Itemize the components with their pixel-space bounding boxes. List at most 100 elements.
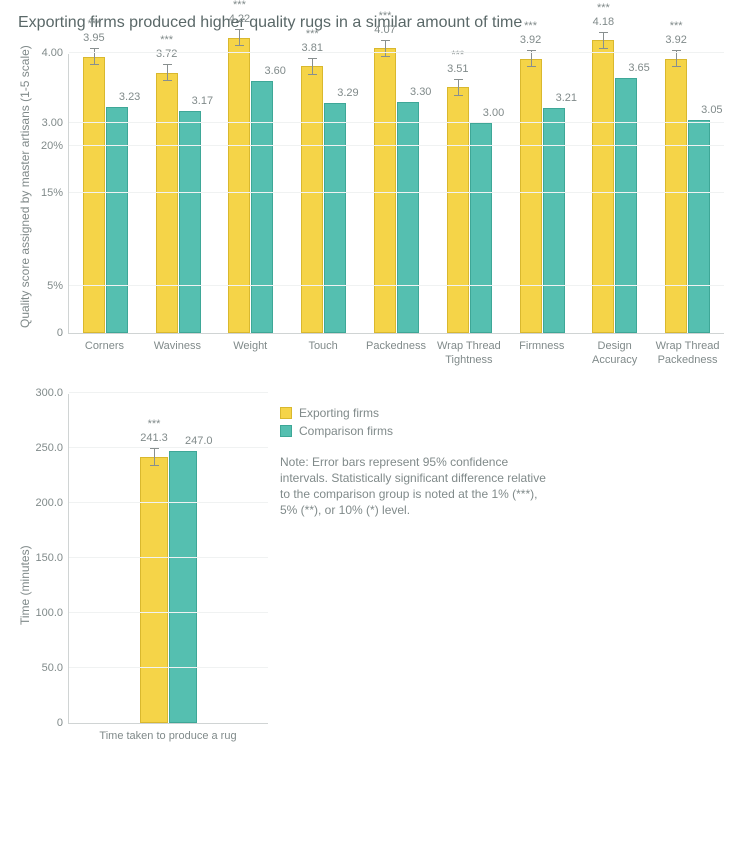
bar-group: ***4.073.30	[360, 54, 433, 333]
ytick: 250.0	[35, 442, 69, 454]
value-label-comparison: 3.65	[628, 62, 649, 74]
xlabel: Wrap Thread Tightness	[432, 340, 505, 368]
bar-exporting	[665, 59, 687, 333]
value-label-comparison: 3.60	[264, 65, 285, 77]
error-bar	[94, 48, 95, 65]
bar-group: *** 241.3 247.0	[69, 394, 268, 723]
bar-comparison	[251, 81, 273, 333]
value-label-comparison: 3.05	[701, 104, 722, 116]
bar-group: ***3.723.17	[142, 54, 215, 333]
significance-marker: ***	[87, 18, 100, 30]
xlabel: Time taken to produce a rug	[68, 730, 268, 744]
value-label-exporting: 3.92	[520, 34, 541, 46]
time-chart-xlabels: Time taken to produce a rug	[68, 730, 268, 744]
significance-marker: ***	[379, 10, 392, 22]
significance-marker: ***	[451, 49, 464, 61]
value-label-exporting: 4.18	[593, 16, 614, 28]
bar-comparison	[106, 107, 128, 333]
quality-chart-xlabels: CornersWavinessWeightTouchPackednessWrap…	[68, 340, 724, 368]
value-label-comparison: 3.29	[337, 87, 358, 99]
quality-chart-plot: ***3.953.23***3.723.17***4.223.60***3.81…	[68, 54, 724, 334]
bar-group: ***4.223.60	[215, 54, 288, 333]
error-bar	[239, 29, 240, 46]
xlabel: Waviness	[141, 340, 214, 368]
ytick: 3.00	[42, 117, 69, 129]
legend-label-exporting: Exporting firms	[299, 406, 379, 420]
chart-note: Note: Error bars represent 95% confidenc…	[280, 454, 550, 519]
ytick: 150.0	[35, 552, 69, 564]
ytick: 50.0	[42, 662, 69, 674]
bar-group: ***3.953.23	[69, 54, 142, 333]
error-bar	[385, 40, 386, 57]
value-label-comparison: 247.0	[185, 435, 213, 447]
legend-swatch-exporting	[280, 407, 292, 419]
ytick: 200.0	[35, 497, 69, 509]
xlabel: Corners	[68, 340, 141, 368]
error-bar	[312, 58, 313, 75]
value-label-comparison: 3.30	[410, 86, 431, 98]
legend-exporting: Exporting firms	[280, 406, 550, 420]
significance-marker: ***	[148, 418, 161, 430]
ytick: 0	[57, 717, 69, 729]
significance-marker: ***	[306, 28, 319, 40]
time-chart-plot: ***241.3247.0 050.0100.0150.0200.0250.03…	[68, 394, 268, 724]
bar-exporting	[520, 59, 542, 333]
time-chart-ylabel: Time (minutes)	[18, 545, 32, 625]
bar-exporting	[140, 457, 168, 722]
error-bar	[167, 64, 168, 81]
xlabel: Design Accuracy	[578, 340, 651, 368]
xlabel: Touch	[287, 340, 360, 368]
value-label-exporting: 3.92	[665, 34, 686, 46]
bar-exporting	[228, 38, 250, 333]
bar-comparison	[470, 123, 492, 333]
bar-comparison	[324, 103, 346, 333]
ytick: 15%	[41, 187, 69, 199]
xlabel: Firmness	[505, 340, 578, 368]
value-label-comparison: 3.00	[483, 107, 504, 119]
error-bar	[603, 32, 604, 49]
value-label-comparison: 3.23	[119, 91, 140, 103]
error-bar	[458, 79, 459, 96]
quality-chart-ylabel: Quality score assigned by master artisan…	[18, 46, 32, 329]
significance-marker: ***	[160, 34, 173, 46]
value-label-exporting: 3.95	[83, 32, 104, 44]
bar-comparison	[543, 108, 565, 333]
value-label-exporting: 4.07	[374, 24, 395, 36]
ytick: 100.0	[35, 607, 69, 619]
bar-group: ***4.183.65	[578, 54, 651, 333]
bar-group: ***3.923.05	[651, 54, 724, 333]
value-label-exporting: 4.22	[229, 13, 250, 25]
error-bar	[154, 448, 155, 466]
bar-comparison	[615, 78, 637, 334]
value-label-comparison: 3.17	[192, 95, 213, 107]
time-chart: Time (minutes) *** 241.3 247.0 0 50.0 100.0 1…	[12, 394, 268, 744]
bar-comparison	[169, 451, 197, 723]
ytick: 20%	[41, 140, 69, 152]
bar-group: ***3.513.00	[433, 54, 506, 333]
ytick: 4.00	[42, 47, 69, 59]
significance-marker: ***	[597, 2, 610, 14]
xlabel: Wrap Thread Packedness	[651, 340, 724, 368]
bar-comparison	[397, 102, 419, 333]
bar-exporting	[374, 48, 396, 333]
bar-exporting	[83, 57, 105, 334]
bar-exporting	[447, 87, 469, 333]
xlabel: Weight	[214, 340, 287, 368]
legend-swatch-comparison	[280, 425, 292, 437]
bar-group: ***3.813.29	[287, 54, 360, 333]
bar-exporting	[156, 73, 178, 333]
ytick: 5%	[47, 280, 69, 292]
bar-group: ***3.923.21	[506, 54, 579, 333]
value-label-exporting: 241.3	[140, 432, 168, 444]
bar-comparison	[688, 120, 710, 334]
quality-chart: Quality score assigned by master artisan…	[12, 54, 724, 368]
significance-marker: ***	[524, 20, 537, 32]
significance-marker: ***	[670, 20, 683, 32]
page-title: Exporting firms produced higher quality …	[18, 14, 724, 32]
ytick: 300.0	[35, 387, 69, 399]
value-label-exporting: 3.51	[447, 63, 468, 75]
bar-exporting	[592, 40, 614, 333]
significance-marker: ***	[233, 0, 246, 11]
value-label-exporting: 3.72	[156, 48, 177, 60]
ytick: 0	[57, 327, 69, 339]
